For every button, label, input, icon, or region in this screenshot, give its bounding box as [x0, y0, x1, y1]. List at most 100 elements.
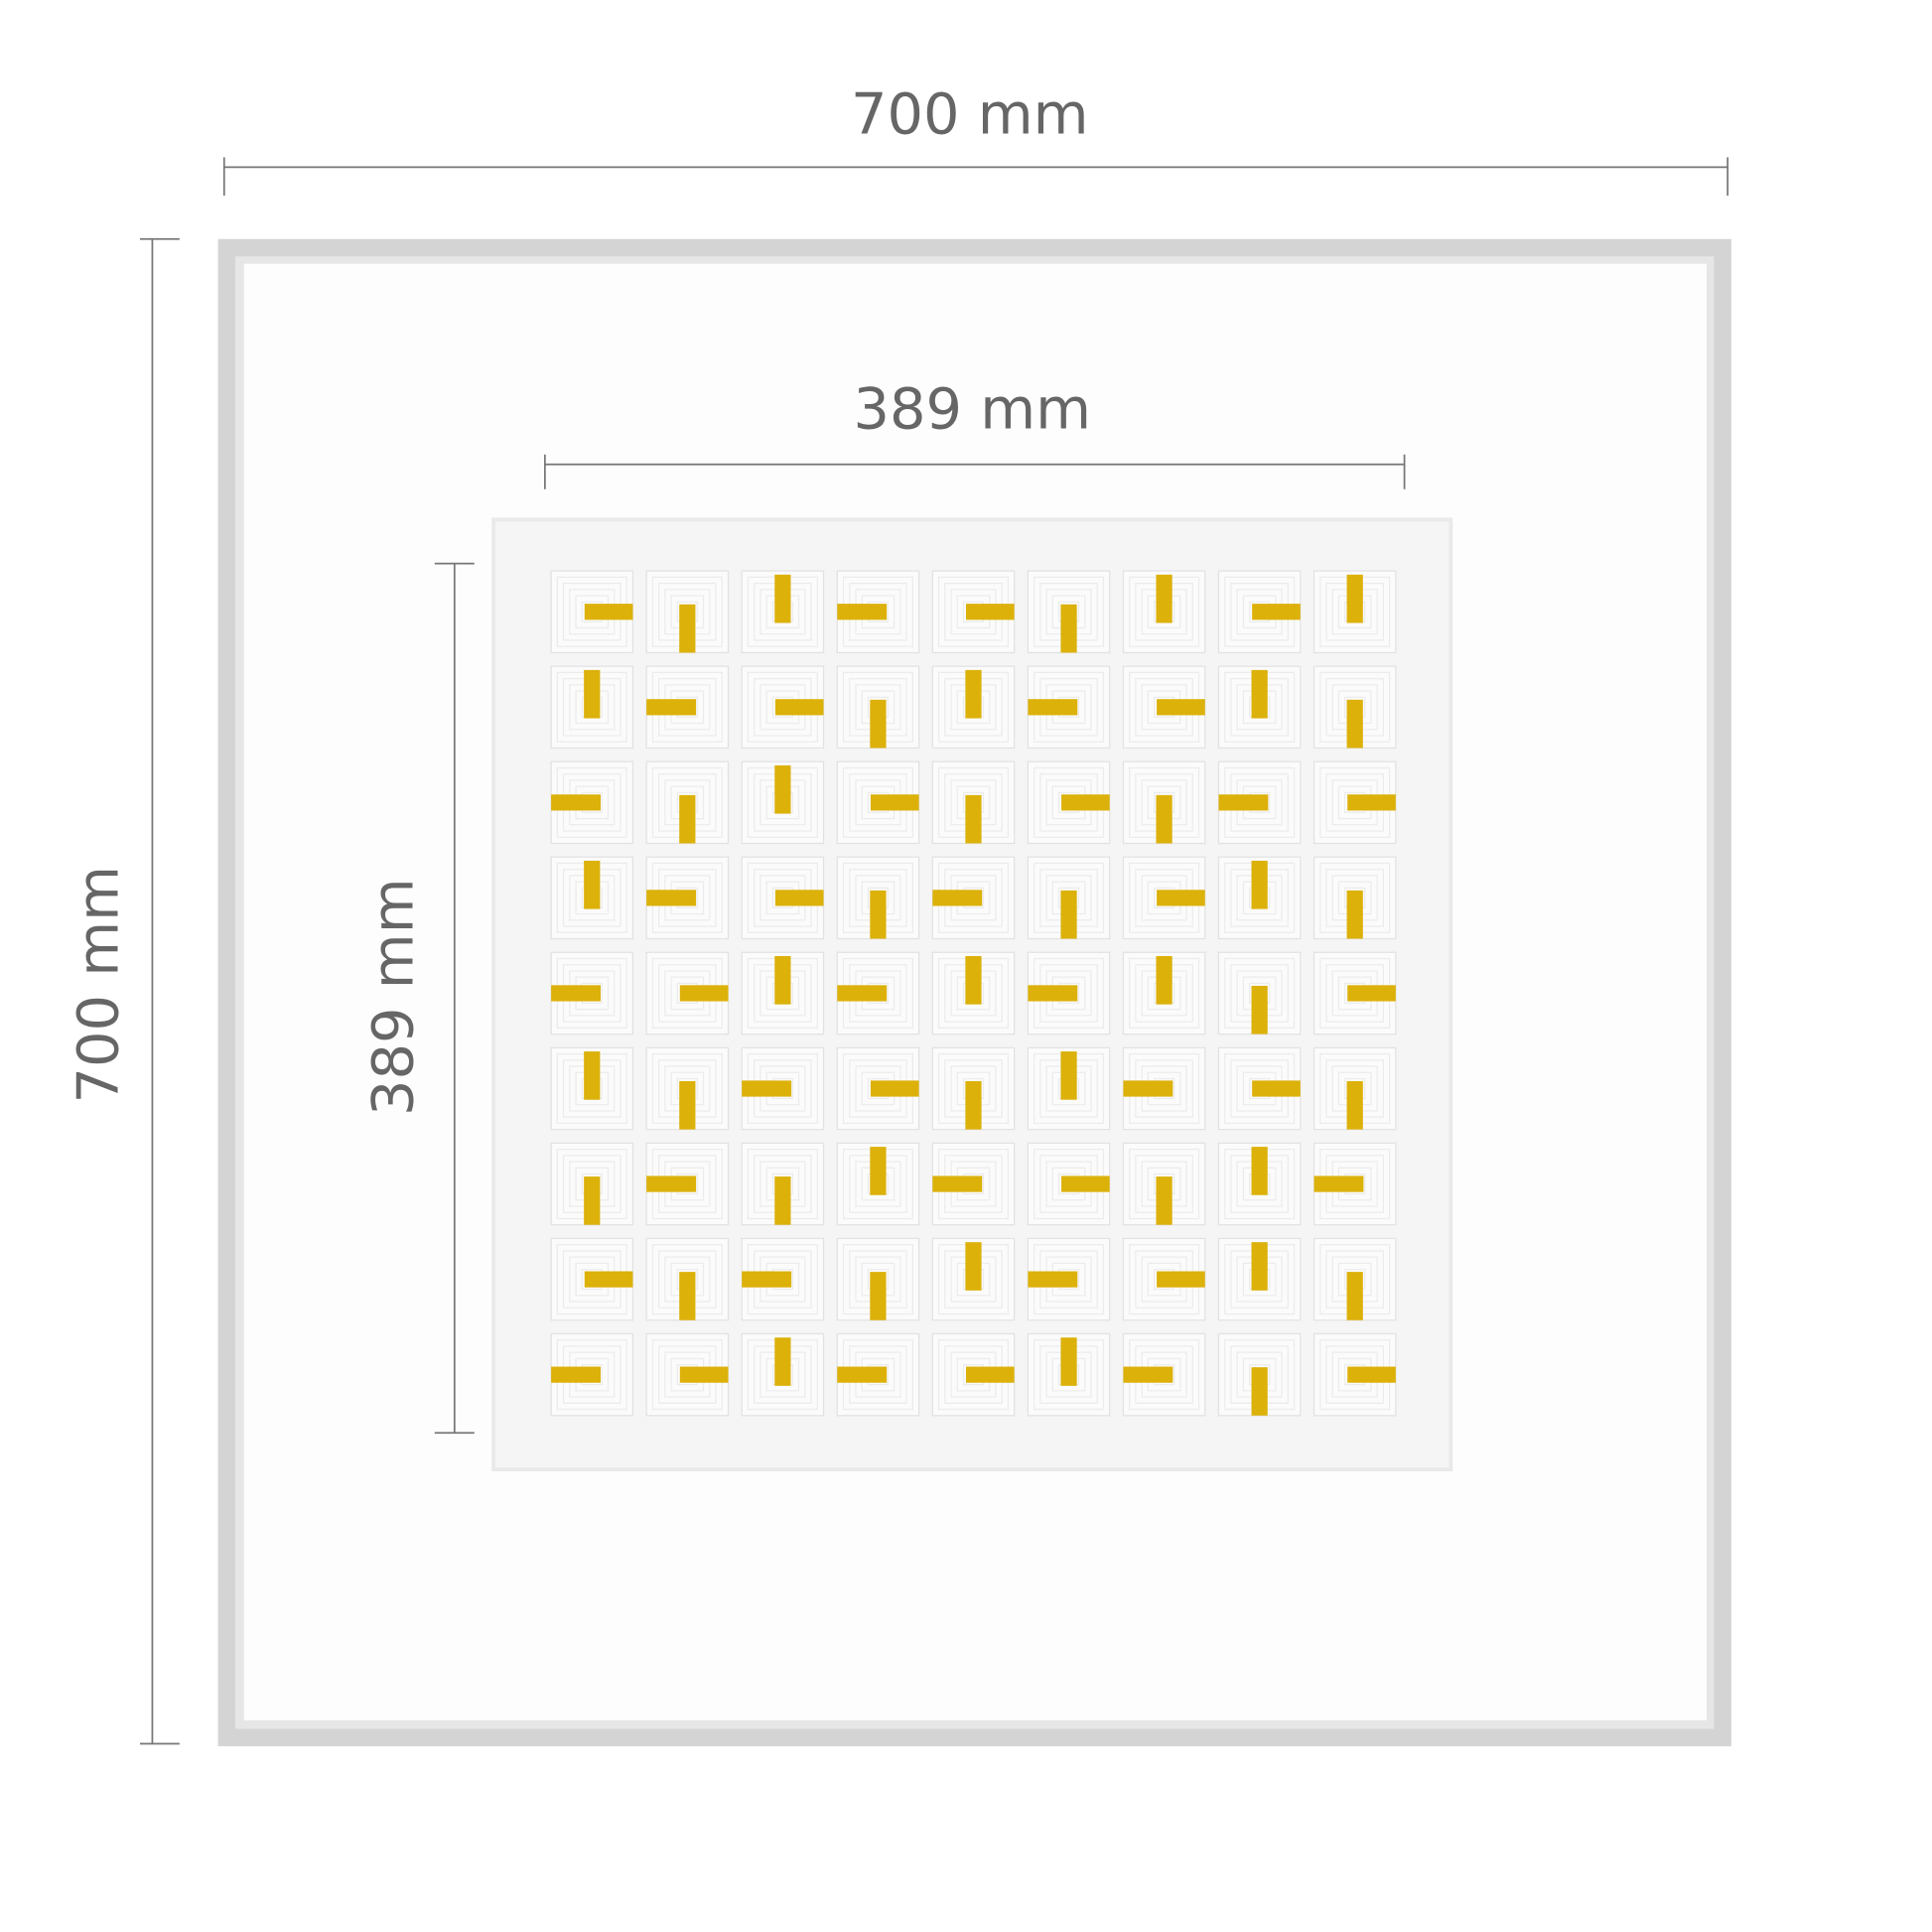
gold-leaf-bar [1060, 890, 1077, 939]
embossed-cell [1122, 951, 1206, 1035]
embossed-cell [836, 760, 920, 845]
gold-leaf-bar [1060, 604, 1077, 653]
embossed-cell [741, 1142, 825, 1226]
embossed-cell [1027, 951, 1111, 1035]
embossed-cell [1122, 760, 1206, 845]
gold-leaf-bar [742, 1271, 792, 1288]
embossed-cell [645, 951, 730, 1035]
embossed-cell [1217, 1046, 1302, 1131]
gold-leaf-bar [1061, 1175, 1110, 1192]
embossed-cell [550, 760, 634, 845]
embossed-cell [931, 1237, 1016, 1321]
gold-leaf-bar [932, 890, 983, 906]
gold-leaf-bar [837, 985, 888, 1002]
embossed-cell [1027, 665, 1111, 750]
gold-leaf-bar [870, 1080, 919, 1097]
gold-leaf-bar [1156, 956, 1173, 1005]
embossed-cell [741, 1332, 825, 1417]
gold-leaf-bar [1028, 985, 1078, 1002]
embossed-cell [550, 1046, 634, 1131]
gold-leaf-bar [679, 985, 729, 1002]
embossed-cell [836, 1142, 920, 1226]
gold-leaf-bar [1157, 699, 1205, 716]
gold-leaf-bar [870, 890, 887, 939]
gold-leaf-bar [1313, 1175, 1364, 1192]
embossed-cell [1312, 665, 1397, 750]
embossed-cell [741, 1237, 825, 1321]
frame-height-label: 700 mm [66, 866, 132, 1104]
gold-leaf-bar [1156, 794, 1173, 844]
embossed-cell [836, 856, 920, 940]
gold-leaf-bar [1252, 1080, 1301, 1097]
embossed-cell [645, 1332, 730, 1417]
gold-leaf-bar [1251, 1147, 1268, 1195]
gold-leaf-bar [1060, 1337, 1077, 1386]
gold-leaf-bar [870, 1272, 887, 1320]
embossed-cell [741, 951, 825, 1035]
artwork-height-label: 389 mm [359, 878, 426, 1116]
gold-leaf-bar [1218, 794, 1269, 811]
embossed-cell [836, 570, 920, 654]
gold-leaf-bar [1346, 890, 1363, 939]
embossed-cell [836, 1046, 920, 1131]
gold-leaf-bar [1123, 1366, 1173, 1383]
gold-leaf-bar [966, 604, 1015, 621]
gold-leaf-bar [742, 1080, 792, 1097]
gold-leaf-bar [646, 1175, 697, 1192]
gold-leaf-bar [870, 699, 887, 749]
frame-width-label: 700 mm [851, 81, 1089, 148]
gold-leaf-bar [679, 1366, 729, 1383]
embossed-cell [1217, 1237, 1302, 1321]
gold-leaf-bar [870, 1147, 887, 1195]
gold-leaf-bar [1347, 794, 1396, 811]
embossed-cell [931, 856, 1016, 940]
gold-leaf-bar [965, 1081, 982, 1130]
gold-leaf-bar [870, 794, 919, 811]
gold-leaf-bar [1061, 794, 1110, 811]
embossed-cell [1312, 1237, 1397, 1321]
embossed-cell [1027, 1237, 1111, 1321]
gold-leaf-bar [646, 890, 697, 906]
embossed-cell [1312, 570, 1397, 654]
embossed-cell [741, 760, 825, 845]
gold-leaf-bar [774, 890, 824, 906]
embossed-cell [741, 570, 825, 654]
gold-leaf-bar [646, 699, 697, 716]
embossed-cell [1217, 665, 1302, 750]
embossed-cell [1312, 1046, 1397, 1131]
gold-leaf-bar [1156, 1176, 1173, 1225]
gold-leaf-bar [679, 1272, 696, 1320]
gold-leaf-bar [1157, 890, 1205, 906]
embossed-cell [741, 1046, 825, 1131]
gold-leaf-bar [932, 1175, 983, 1192]
artwork-grid [550, 570, 1397, 1417]
gold-leaf-bar [1251, 860, 1268, 909]
gold-leaf-bar [1347, 1366, 1396, 1383]
embossed-cell [836, 665, 920, 750]
embossed-cell [1122, 665, 1206, 750]
gold-leaf-bar [774, 574, 791, 623]
gold-leaf-bar [1346, 699, 1363, 749]
gold-leaf-bar [837, 604, 888, 621]
gold-leaf-bar [584, 860, 601, 909]
embossed-cell [1122, 1142, 1206, 1226]
gold-leaf-bar [965, 956, 982, 1005]
frame-height-dimension: 700 mm [66, 237, 180, 1745]
gold-leaf-bar [1347, 985, 1396, 1002]
gold-leaf-bar [1252, 604, 1301, 621]
embossed-cell [1217, 856, 1302, 940]
gold-leaf-bar [551, 1366, 602, 1383]
embossed-cell [1027, 1046, 1111, 1131]
embossed-cell [1027, 1332, 1111, 1417]
gold-leaf-bar [774, 1176, 791, 1225]
embossed-cell [1122, 1332, 1206, 1417]
embossed-cell [931, 1142, 1016, 1226]
embossed-cell [645, 570, 730, 654]
gold-leaf-bar [837, 1366, 888, 1383]
embossed-cell [931, 1332, 1016, 1417]
gold-leaf-bar [1251, 1367, 1268, 1416]
gold-leaf-bar [774, 764, 791, 814]
gold-leaf-bar [1346, 574, 1363, 623]
embossed-cell [1027, 570, 1111, 654]
embossed-cell [550, 1237, 634, 1321]
